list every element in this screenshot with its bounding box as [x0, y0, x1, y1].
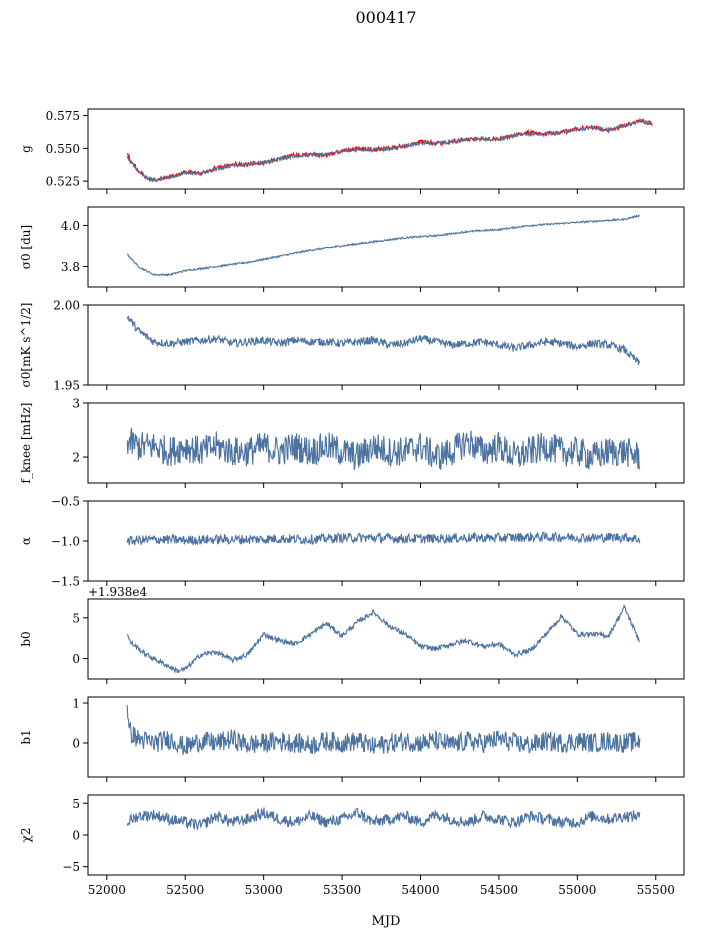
subplot-2: 3.8 4.0 σ0 [du]: [19, 206, 685, 292]
subplot-8: 52000 52500 53000 53500 54000 54500 55000 55500…: [19, 794, 685, 897]
subplot-5: −1.5 −1.0 −0.5 α: [19, 495, 685, 589]
plot-frame: [87, 696, 685, 778]
y-tick-label: 5: [72, 611, 80, 625]
y-tick-label: 2.00: [53, 299, 80, 313]
x-tick-label: 54500: [480, 883, 518, 897]
y-tick-label: 1.95: [53, 379, 80, 393]
subplot-1: 0.525 0.550 0.575 g: [19, 108, 685, 194]
x-tick-label: 55000: [558, 883, 596, 897]
y-tick-label: 3: [72, 397, 80, 411]
y-tick-label: −0.5: [51, 495, 80, 509]
subplot-3: 1.95 2.00 σ0[mK s^1/2]: [19, 299, 685, 393]
x-tick-label: 52500: [166, 883, 204, 897]
series-line: [126, 315, 641, 365]
plot-frame: [87, 206, 685, 288]
y-axis-label: σ0[mK s^1/2]: [19, 303, 33, 388]
y-axis-label: σ0 [du]: [19, 225, 33, 269]
y-tick-label: 0.550: [46, 142, 80, 156]
plot-frame: [87, 402, 685, 484]
y-axis-label: α: [19, 537, 33, 545]
y-tick-label: 0: [72, 737, 80, 751]
subplot-6: 0 5 +1.938e4 b0: [19, 585, 685, 684]
series-line: [126, 118, 653, 183]
y-tick-label: 2: [72, 451, 80, 465]
x-tick-label: 52000: [88, 883, 126, 897]
plot-frame: [87, 598, 685, 680]
x-tick-label: 53500: [323, 883, 361, 897]
y-tick-label: 0: [72, 829, 80, 843]
y-axis-label: χ2: [19, 828, 33, 843]
y-tick-label: 5: [72, 797, 80, 811]
y-axis-label: f_knee [mHz]: [19, 403, 33, 484]
y-tick-label: −1.0: [51, 535, 80, 549]
series-line: [126, 807, 641, 831]
y-tick-label: −1.5: [51, 575, 80, 589]
y-axis-label: b0: [19, 631, 33, 646]
subplot-7: 0 1 b1: [19, 696, 685, 782]
subplot-4: 2 3 f_knee [mHz]: [19, 397, 685, 488]
y-axis-label: b1: [19, 729, 33, 744]
series-line: [126, 531, 641, 546]
y-tick-label: 1: [72, 697, 80, 711]
series-line: [126, 704, 641, 755]
x-tick-label: 53000: [245, 883, 283, 897]
y-tick-label: −5: [62, 860, 80, 874]
series-line: [126, 427, 641, 471]
y-tick-label: 0.525: [46, 175, 80, 189]
x-axis-label: MJD: [372, 914, 401, 929]
plot-frame: [87, 794, 685, 876]
x-tick-label: 55500: [637, 883, 675, 897]
axis-offset-label: +1.938e4: [88, 585, 148, 599]
figure-title: 000417: [355, 8, 416, 27]
plot-frame: [87, 304, 685, 386]
x-tick-label: 54000: [401, 883, 439, 897]
series-line: [126, 214, 640, 277]
y-tick-label: 0.575: [46, 109, 80, 123]
series-line: [126, 603, 640, 674]
y-tick-label: 3.8: [61, 260, 80, 274]
y-tick-label: 0: [72, 652, 80, 666]
subplots: 0.525 0.550 0.575 g 3.8 4.0 σ0 [du] 1.95 2.00 σ0[…: [19, 108, 685, 897]
y-axis-label: g: [19, 145, 33, 153]
plot-frame: [87, 108, 685, 190]
y-tick-label: 4.0: [61, 219, 80, 233]
